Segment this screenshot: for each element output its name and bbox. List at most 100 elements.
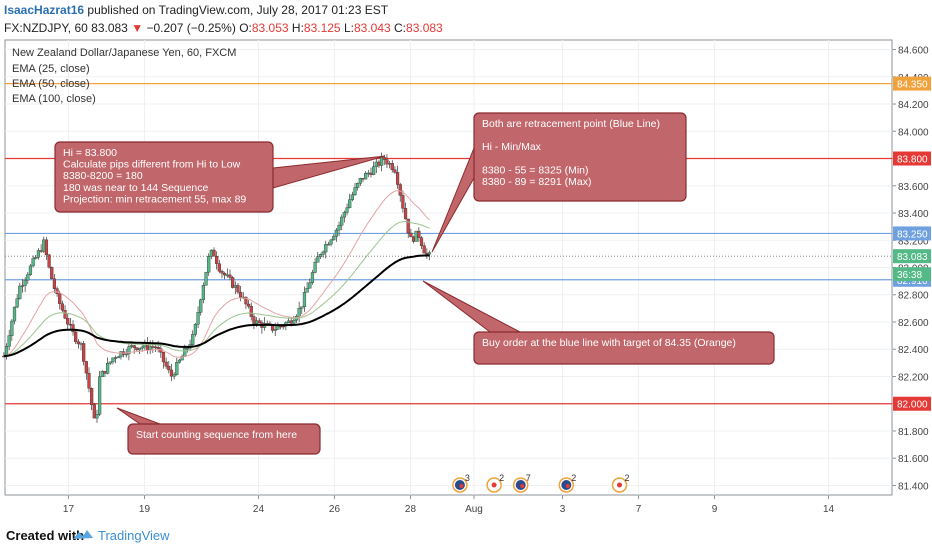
event-count: 2 bbox=[571, 473, 576, 483]
author-link[interactable]: IsaacHazrat16 bbox=[4, 3, 85, 17]
x-tick-label: 9 bbox=[712, 504, 718, 515]
candle-body bbox=[183, 348, 187, 357]
candle-body bbox=[58, 293, 62, 304]
flag-mark bbox=[565, 484, 570, 488]
price-tag bbox=[893, 249, 931, 264]
callout-line: Both are retracement point (Blue Line) bbox=[482, 118, 660, 130]
candle-body bbox=[406, 218, 410, 234]
legend-ema50: EMA (50, close) bbox=[12, 78, 90, 90]
callout-box bbox=[473, 112, 687, 202]
candles bbox=[2, 152, 432, 423]
candle-body bbox=[302, 292, 307, 307]
clock-icon bbox=[617, 482, 623, 488]
event-count: 2 bbox=[625, 473, 630, 483]
candle-body bbox=[348, 199, 352, 208]
candle-body bbox=[132, 345, 136, 348]
price-axis[interactable]: 84.60084.40084.20084.00083.80083.60083.4… bbox=[892, 46, 931, 493]
candle-body bbox=[417, 230, 421, 238]
price-tag-label: 83.083 bbox=[897, 252, 928, 263]
callout-line: Projection: min retracement 55, max 89 bbox=[63, 193, 246, 205]
candle-body bbox=[36, 250, 41, 258]
candle-body bbox=[409, 232, 413, 238]
symbol-label: FX:NZDJPY, 60 bbox=[4, 21, 88, 35]
callout-retracement: Both are retracement point (Blue Line) Hi… bbox=[431, 112, 687, 253]
x-tick-label: 7 bbox=[636, 504, 642, 515]
candle-body bbox=[382, 157, 386, 160]
candle-body bbox=[71, 324, 75, 333]
event-markers[interactable]: 3 2 7 2 2 bbox=[452, 473, 630, 493]
open-label: O: bbox=[239, 21, 252, 35]
candle-body bbox=[95, 414, 99, 419]
candle-body bbox=[257, 320, 261, 323]
x-tick-label: Aug bbox=[465, 504, 483, 515]
ema-100-line bbox=[3, 254, 430, 358]
candle-body bbox=[172, 374, 176, 377]
candle-body bbox=[74, 331, 78, 342]
candle-body bbox=[239, 291, 243, 298]
candle-body bbox=[18, 285, 22, 299]
candle-body bbox=[425, 252, 429, 255]
flag-mark bbox=[459, 484, 464, 488]
candle-body bbox=[116, 356, 120, 359]
candle-body bbox=[353, 187, 357, 195]
y-tick-label: 81.800 bbox=[898, 427, 929, 438]
level-tag-label: 82.000 bbox=[897, 400, 928, 411]
tradingview-link[interactable]: TradingView bbox=[98, 528, 170, 543]
candle-body bbox=[177, 359, 182, 363]
candle-body bbox=[422, 245, 426, 254]
candle-body bbox=[217, 263, 221, 272]
candle-body bbox=[7, 335, 11, 347]
footer: Created with TradingView bbox=[0, 523, 932, 550]
candle-body bbox=[135, 347, 139, 351]
candle-body bbox=[10, 320, 14, 336]
y-tick-label: 84.200 bbox=[898, 100, 929, 111]
candle-body bbox=[334, 229, 338, 237]
candle-body bbox=[220, 271, 224, 274]
candle-body bbox=[175, 362, 179, 375]
candle-body bbox=[278, 325, 283, 328]
candle-body bbox=[98, 376, 102, 415]
candle-body bbox=[223, 273, 227, 276]
candle-body bbox=[332, 236, 336, 241]
candle-body bbox=[151, 346, 155, 348]
candle-body bbox=[164, 361, 168, 367]
candle-body bbox=[215, 256, 219, 264]
candle-body bbox=[191, 334, 195, 345]
candle-body bbox=[292, 319, 296, 324]
time-axis[interactable]: 17 19 24 26 28 Aug 3 7 9 14 bbox=[63, 495, 835, 515]
y-tick-label: 81.400 bbox=[898, 481, 929, 492]
candle-body bbox=[82, 343, 86, 362]
callout-line: Calculate pips different from Hi to Low bbox=[63, 159, 241, 171]
candle-body bbox=[26, 274, 30, 281]
callout-box bbox=[54, 141, 274, 213]
candle-body bbox=[403, 208, 408, 220]
level-tag bbox=[893, 151, 931, 166]
candle-body bbox=[247, 303, 251, 307]
callout-line: 8380 - 55 = 8325 (Min) bbox=[482, 164, 589, 176]
x-tick-label: 14 bbox=[823, 504, 835, 515]
price-tag bbox=[893, 267, 931, 282]
candle-body bbox=[380, 157, 384, 166]
candle-body bbox=[87, 372, 91, 389]
candle-body bbox=[385, 159, 389, 165]
candle-body bbox=[193, 323, 197, 335]
candle-body bbox=[356, 183, 360, 188]
candle-body bbox=[300, 306, 304, 309]
candle-body bbox=[103, 371, 107, 374]
candle-body bbox=[249, 306, 253, 317]
y-tick-label: 82.800 bbox=[898, 291, 929, 302]
callout-line: 180 was near to 144 Sequence bbox=[63, 182, 209, 194]
candle-body bbox=[63, 310, 67, 319]
candle-body bbox=[313, 261, 317, 273]
candle-body bbox=[316, 256, 320, 263]
candle-body bbox=[358, 178, 362, 184]
candle-body bbox=[207, 256, 211, 273]
candle-body bbox=[23, 279, 27, 286]
candle-body bbox=[254, 320, 259, 324]
last-price: 83.083 bbox=[91, 21, 128, 35]
chart-header: IsaacHazrat16 published on TradingView.c… bbox=[0, 0, 932, 38]
published-text: published on TradingView.com, July 28, 2… bbox=[84, 3, 389, 17]
created-with-label: Created with bbox=[6, 528, 85, 543]
callout-line: 8380-8200 = 180 bbox=[63, 170, 143, 182]
